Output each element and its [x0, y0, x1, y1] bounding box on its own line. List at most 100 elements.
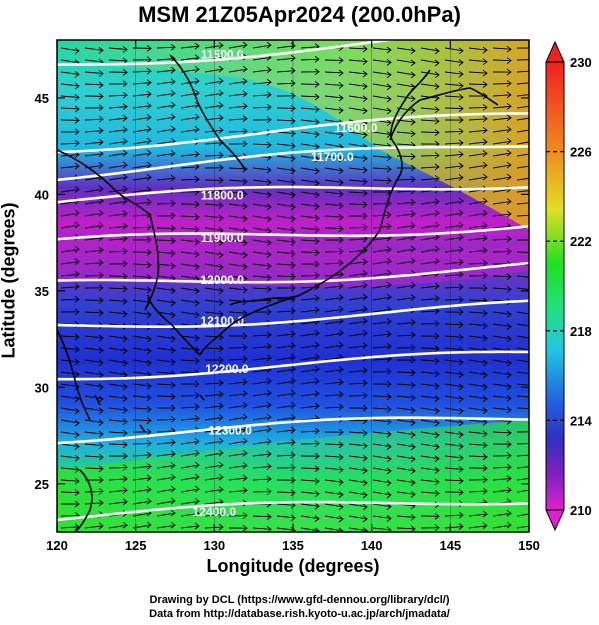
wind-vector-head [194, 414, 200, 422]
wind-vector [180, 116, 200, 121]
wind-vector-head [458, 197, 464, 205]
wind-vector-head [170, 347, 176, 354]
wind-vector [300, 417, 320, 421]
wind-vector-head [122, 103, 128, 110]
wind-vector-head [434, 117, 440, 125]
wind-vector [156, 453, 176, 457]
wind-vector-head [242, 401, 248, 409]
wind-vector-head [194, 175, 200, 183]
wind-vector [132, 263, 152, 266]
wind-vector [132, 383, 152, 387]
wind-vector [468, 395, 488, 400]
wind-vector [204, 476, 224, 481]
wind-vector-head [242, 449, 248, 457]
height-contour [57, 112, 529, 154]
wind-vector [180, 45, 200, 49]
wind-vector [132, 311, 152, 316]
wind-vector-head [218, 402, 224, 410]
wind-vector [468, 71, 488, 74]
wind-vector-head [194, 438, 200, 445]
wind-vector-head [410, 419, 416, 426]
wind-vector [108, 371, 128, 376]
wind-vector [492, 524, 512, 529]
wind-vector [84, 395, 104, 400]
wind-vector-head [362, 454, 368, 462]
wind-vector [324, 369, 344, 373]
wind-vector [132, 214, 152, 217]
wind-vector [516, 141, 529, 145]
wind-vector [300, 479, 320, 482]
x-axis-ticks: 120 125 130 135 140 145 150 [46, 40, 540, 553]
wind-vector-head [266, 166, 272, 174]
wind-vector [60, 59, 80, 64]
wind-vector-head [74, 162, 80, 170]
wind-vector-head [410, 331, 416, 339]
wind-vector-head [170, 462, 176, 469]
wind-vector-head [410, 490, 416, 498]
wind-vector-head [506, 235, 512, 243]
wind-vector-head [386, 222, 392, 230]
wind-vector [180, 406, 200, 409]
wind-vector [276, 333, 296, 337]
wind-vector [204, 489, 224, 493]
wind-vector-head [531, 262, 535, 268]
wind-vector-head [410, 107, 416, 114]
x-tick-label: 130 [203, 538, 225, 553]
wind-vector [324, 262, 344, 265]
wind-vector [276, 227, 296, 231]
wind-vector [468, 490, 488, 493]
wind-vector [300, 368, 320, 373]
wind-vector [300, 203, 320, 207]
wind-vector [492, 383, 512, 388]
wind-vector [492, 94, 512, 97]
wind-vector-head [122, 235, 128, 243]
wind-vector [516, 59, 529, 61]
wind-vector [468, 431, 488, 435]
wind-vector-head [314, 294, 320, 302]
wind-vector-head [122, 347, 128, 355]
wind-vector [252, 369, 272, 373]
wind-vector-head [194, 163, 200, 171]
wind-vector [252, 345, 272, 349]
wind-vector [492, 201, 512, 205]
wind-vector [228, 239, 248, 244]
wind-vector [444, 514, 464, 517]
wind-vector [252, 380, 272, 385]
wind-vector-head [362, 166, 368, 174]
wind-vector-head [410, 467, 416, 475]
wind-vector [348, 167, 368, 171]
wind-vector [492, 512, 512, 517]
wind-vector-head [290, 54, 296, 62]
wind-vector [300, 515, 320, 520]
wind-vector [300, 227, 320, 231]
wind-vector [156, 371, 176, 375]
wind-vector-head [314, 68, 320, 76]
colorbar-min-arrow [545, 509, 565, 532]
wind-vector [228, 452, 248, 457]
wind-vector-head [122, 521, 128, 529]
wind-vector-head [146, 311, 152, 319]
wind-vector-head [74, 466, 80, 474]
wind-vector-head [531, 250, 535, 256]
wind-vector [396, 491, 416, 495]
wind-vector [156, 335, 176, 340]
wind-vector [204, 104, 224, 109]
wind-vector [228, 251, 248, 256]
wind-vector [396, 225, 416, 229]
wind-vector [60, 95, 80, 98]
wind-vector [276, 143, 296, 147]
wind-vector [420, 47, 440, 52]
wind-vector [156, 263, 176, 267]
wind-vector [108, 395, 128, 399]
wind-vector-head [194, 42, 200, 50]
wind-vector [132, 287, 152, 291]
wind-vector-head [362, 107, 368, 115]
wind-vector-head [122, 285, 128, 293]
wind-vector-head [458, 82, 464, 90]
wind-vector-head [218, 77, 224, 85]
wind-vector [492, 335, 512, 340]
wind-vector [84, 407, 104, 412]
wind-vector-head [170, 212, 176, 220]
wind-vector [228, 311, 248, 314]
wind-vector [276, 441, 296, 445]
